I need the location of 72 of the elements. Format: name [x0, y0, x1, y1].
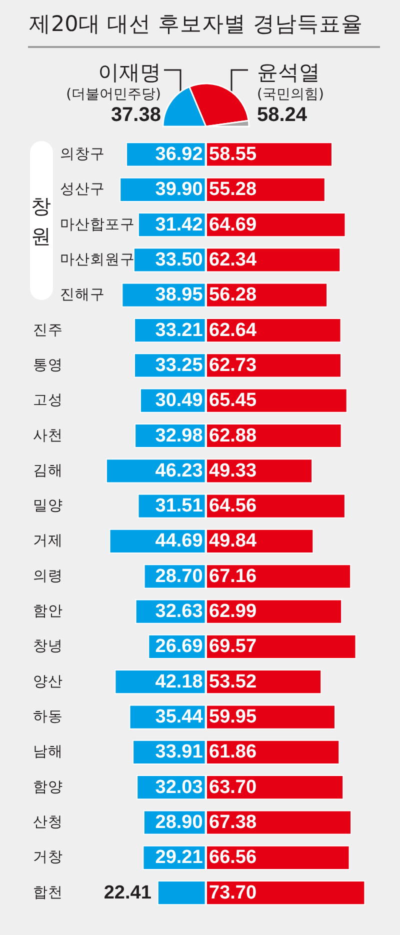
- data-label: 62.64: [208, 320, 257, 341]
- data-label: 30.49: [155, 390, 203, 412]
- y-tick-label: 거제: [33, 533, 63, 550]
- y-tick-label: 의창구: [60, 146, 105, 162]
- y-tick-label: 진해구: [60, 287, 105, 304]
- data-label: 62.99: [208, 601, 256, 622]
- data-label: 31.51: [155, 496, 204, 517]
- data-label: 46.23: [155, 460, 203, 482]
- data-label: 69.57: [208, 636, 256, 658]
- chart-title: 제20대 대선 후보자별 경남득표율: [29, 11, 363, 39]
- data-label: 33.21: [155, 320, 204, 341]
- data-label: 28.70: [155, 566, 203, 587]
- y-tick-label: 함양: [33, 779, 63, 796]
- y-tick-label: 통영: [33, 357, 63, 374]
- data-label: 53.52: [208, 671, 256, 692]
- y-tick-label: 성산구: [60, 182, 105, 198]
- data-label: 39.90: [155, 179, 203, 200]
- y-tick-label: 김해: [33, 462, 63, 479]
- data-label: 58.24: [257, 104, 308, 126]
- y-tick-label: 하동: [33, 709, 63, 726]
- data-label: 67.38: [208, 812, 256, 833]
- y-tick-label: 산청: [33, 814, 63, 830]
- data-label: 36.92: [155, 144, 203, 165]
- y-tick-label: 양산: [33, 674, 63, 690]
- data-label: 61.86: [208, 742, 256, 763]
- data-label: 26.69: [155, 636, 203, 658]
- y-tick-label: 마산회원구: [60, 252, 135, 268]
- y-tick-label: 밀양: [33, 498, 63, 514]
- slice-label: 이재명 (더불어민주당): [66, 60, 161, 102]
- y-tick-label: 창녕: [33, 638, 63, 655]
- data-label: 49.84: [208, 530, 257, 552]
- data-label: 22.41: [104, 882, 152, 904]
- data-label: 64.56: [208, 496, 256, 517]
- data-label: 63.70: [208, 776, 256, 798]
- data-label: 33.50: [155, 249, 203, 270]
- y-tick-label: 함안: [33, 604, 63, 620]
- y-tick-label: 마산합포구: [60, 216, 135, 233]
- data-label: 32.98: [155, 425, 203, 446]
- data-label: 58.55: [208, 144, 257, 165]
- data-label: 62.34: [208, 249, 257, 270]
- data-label: 55.28: [208, 179, 256, 200]
- data-label: 49.33: [208, 460, 256, 482]
- data-label: 59.95: [208, 706, 257, 728]
- data-label: 33.91: [155, 742, 204, 763]
- data-label: 38.95: [155, 284, 204, 306]
- data-label: 62.73: [208, 354, 256, 376]
- slice-label: 윤석열 (국민의힘): [257, 60, 324, 102]
- y-tick-label: 남해: [33, 744, 63, 760]
- data-label: 64.69: [208, 214, 256, 236]
- data-label: 37.38: [110, 104, 161, 126]
- y-tick-label: 고성: [33, 392, 63, 409]
- data-label: 33.25: [155, 354, 204, 376]
- data-label: 62.88: [208, 425, 256, 446]
- data-label: 44.69: [155, 530, 203, 552]
- y-tick-label: 의령: [33, 568, 63, 584]
- data-label: 65.45: [208, 390, 257, 412]
- data-label: 31.42: [155, 214, 203, 236]
- y-tick-label: 사천: [33, 428, 63, 444]
- data-label: 42.18: [155, 671, 203, 692]
- y-tick-label: 합천: [33, 884, 63, 901]
- data-label: 67.16: [208, 566, 256, 587]
- data-label: 73.70: [208, 882, 256, 904]
- data-label: 66.56: [208, 847, 256, 868]
- y-tick-label: 진주: [33, 322, 63, 338]
- data-label: 35.44: [155, 706, 204, 728]
- data-label: 28.90: [155, 812, 203, 833]
- text: 창원: [31, 192, 51, 250]
- data-label: 32.03: [155, 776, 203, 798]
- data-label: 32.63: [155, 601, 203, 622]
- data-label: 29.21: [155, 847, 204, 868]
- data-label: 56.28: [208, 284, 256, 306]
- y-tick-label: 거창: [33, 850, 63, 866]
